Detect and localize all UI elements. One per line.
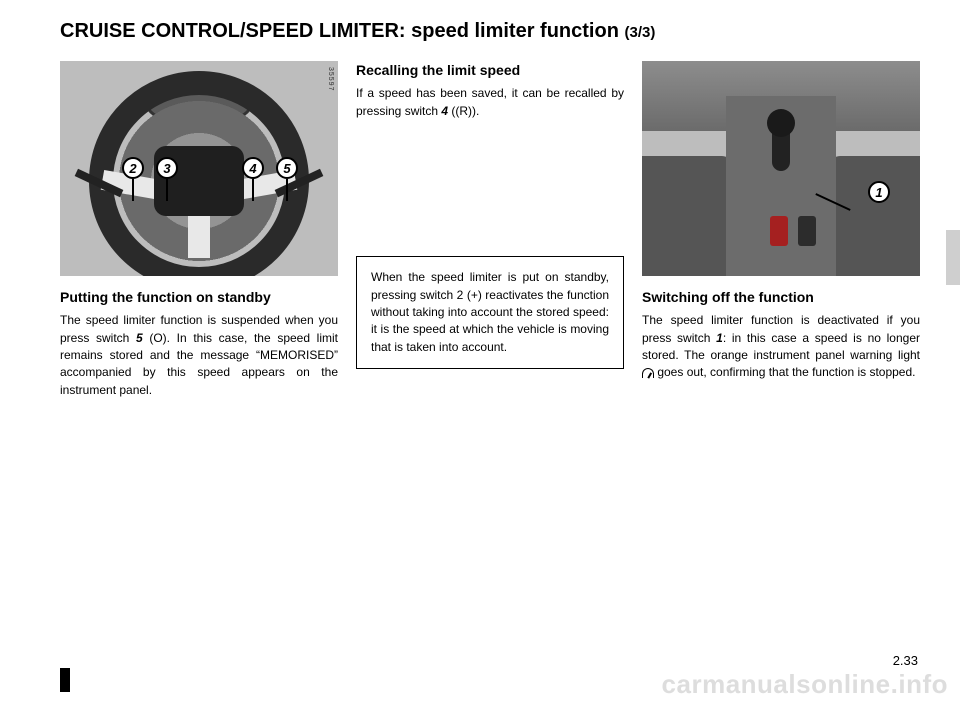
text: goes out, confirming that the function i… [654,365,916,379]
para-switch-off: The speed limiter function is deactivate… [642,312,920,382]
seat [830,156,920,276]
heading-recall: Recalling the limit speed [356,61,624,79]
callout-2: 2 [122,157,144,179]
para-recall: If a speed has been saved, it can be rec… [356,85,624,120]
page-number: 2.33 [893,653,918,668]
callout-leader [286,179,288,201]
para-standby: The speed limiter function is suspended … [60,312,338,399]
limiter-switch-1 [770,216,788,246]
callout-1: 1 [868,181,890,203]
switch-ref-1: 1 [716,331,723,345]
callout-leader [132,179,134,201]
watermark: carmanualsonline.info [662,669,948,700]
seat [642,156,732,276]
column-middle: Recalling the limit speed If a speed has… [356,61,624,399]
aux-switch [798,216,816,246]
switch-ref-5: 5 [136,331,143,345]
callout-leader [252,179,254,201]
figure-center-console: 35596 1 [642,61,920,276]
figure-id-left: 35597 [327,67,334,91]
callout-5: 5 [276,157,298,179]
heading-switch-off: Switching off the function [642,288,920,306]
text: If a speed has been saved, it can be rec… [356,86,624,117]
figure-steering-wheel: 35597 2 3 4 5 [60,61,338,276]
callout-4: 4 [242,157,264,179]
footer-mark [60,668,70,692]
chapter-tab [946,230,960,285]
wheel-spoke [188,213,210,258]
callout-leader [166,179,168,201]
title-sub: (3/3) [624,24,655,41]
info-box: When the speed limiter is put on standby… [356,256,624,369]
title-main: CRUISE CONTROL/SPEED LIMITER: speed limi… [60,20,624,42]
callout-3: 3 [156,157,178,179]
content-columns: 35597 2 3 4 5 Putting the function on [60,61,920,399]
text: ((R)). [448,104,479,118]
column-right: 35596 1 Switching off the function The s… [642,61,920,399]
page-title: CRUISE CONTROL/SPEED LIMITER: speed limi… [60,20,920,43]
heading-standby: Putting the function on standby [60,288,338,306]
speed-limiter-icon [642,368,654,378]
column-left: 35597 2 3 4 5 Putting the function on [60,61,338,399]
gear-knob [767,109,795,137]
